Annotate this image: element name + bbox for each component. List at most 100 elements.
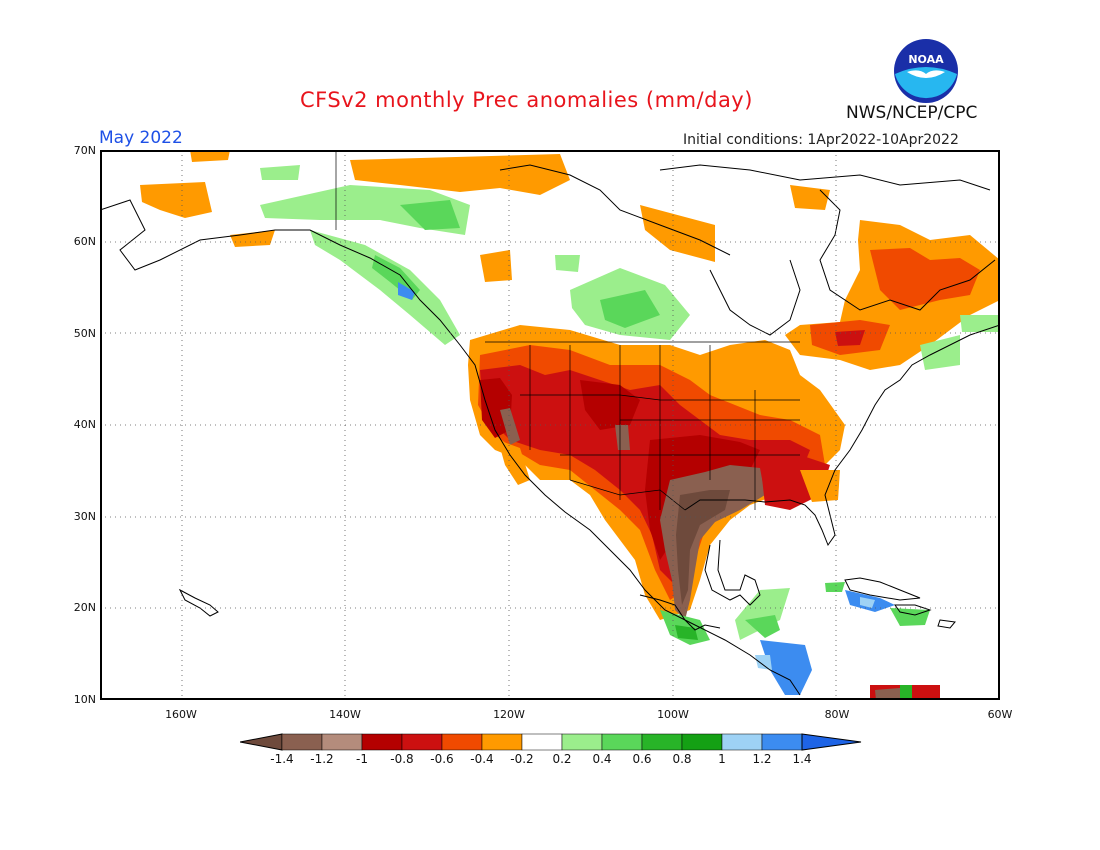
colorbar-label: -0.2 <box>510 752 534 766</box>
border-layer <box>335 150 800 511</box>
anomaly-patch <box>260 165 300 180</box>
border <box>520 394 800 456</box>
anomaly-patch <box>555 255 580 272</box>
anomaly-patch <box>140 182 212 218</box>
anomaly-patch <box>398 282 415 300</box>
anomaly-patch <box>755 655 772 670</box>
colorbar-swatch <box>481 733 523 751</box>
coastline <box>178 588 219 617</box>
coastline <box>499 164 731 256</box>
coastline <box>844 577 921 601</box>
lon-label-160w: 160W <box>165 708 197 721</box>
colorbar-label: -1 <box>356 752 368 766</box>
lon-label-140w: 140W <box>329 708 361 721</box>
colorbar-label: 1.2 <box>752 752 772 766</box>
lat-label-10n: 10N <box>73 693 96 706</box>
colorbar-swatch <box>321 733 363 751</box>
anomaly-patch <box>500 408 520 445</box>
lat-label-40n: 40N <box>73 418 96 431</box>
anomaly-patch <box>960 315 1000 332</box>
noaa-logo-icon: NOAA <box>894 39 958 103</box>
colorbar-swatch <box>681 733 723 751</box>
anomaly-patch <box>350 154 570 195</box>
coastline <box>704 539 761 606</box>
colorbar-label: 0.2 <box>552 752 572 766</box>
colorbar-label: -1.4 <box>270 752 294 766</box>
anomaly-patch <box>676 490 730 605</box>
graticule <box>100 150 1000 700</box>
lat-label-30n: 30N <box>73 510 96 523</box>
initial-conditions: Initial conditions: 1Apr2022-10Apr2022 <box>683 132 959 148</box>
anomaly-patch <box>310 230 460 345</box>
anomaly-patch <box>615 425 630 450</box>
map-title: CFSv2 monthly Prec anomalies (mm/day) <box>300 88 753 112</box>
anomaly-patch <box>825 582 845 592</box>
lon-label-80w: 80W <box>824 708 850 721</box>
lat-label-70n: 70N <box>73 144 96 157</box>
colorbar-swatch <box>641 733 683 751</box>
colorbar-arrow-low <box>240 733 283 751</box>
coastline <box>684 324 1000 547</box>
colorbar-label: -1.2 <box>310 752 334 766</box>
colorbar-swatch <box>361 733 403 751</box>
anomaly-patch <box>230 230 275 247</box>
colorbar-label: -0.4 <box>470 752 494 766</box>
anomaly-patch <box>760 640 812 695</box>
border <box>569 479 686 511</box>
anomaly-patch <box>835 330 865 346</box>
coastline <box>659 164 991 191</box>
anomaly-patch <box>920 335 960 370</box>
noaa-logo-text: NOAA <box>908 53 944 66</box>
anomaly-patch <box>675 625 698 640</box>
lat-label-20n: 20N <box>73 601 96 614</box>
coastline <box>819 189 996 311</box>
anomaly-patch <box>480 365 810 585</box>
anomaly-patch <box>580 380 640 430</box>
anomaly-patch <box>640 205 715 262</box>
forecast-month: May 2022 <box>99 128 183 148</box>
anomaly-patch <box>860 597 875 608</box>
anomaly-patch <box>600 290 660 328</box>
colorbar-label: 1.4 <box>792 752 812 766</box>
anomaly-fill-layer <box>140 150 1000 700</box>
anomaly-patch <box>900 685 912 700</box>
border <box>529 345 756 510</box>
anomaly-patch <box>400 200 460 230</box>
lat-label-50n: 50N <box>73 327 96 340</box>
coastline-layer <box>100 164 1000 696</box>
colorbar-arrow-high <box>801 733 862 751</box>
colorbar-swatch <box>281 733 323 751</box>
lat-label-60n: 60N <box>73 235 96 248</box>
colorbar-label: 0.8 <box>672 752 692 766</box>
coastline <box>100 199 801 696</box>
agency-label: NWS/NCEP/CPC <box>846 103 978 123</box>
coastline <box>709 259 801 336</box>
colorbar-swatch <box>601 733 643 751</box>
lon-label-100w: 100W <box>657 708 689 721</box>
anomaly-patch <box>790 185 830 210</box>
map-frame <box>100 150 1000 700</box>
anomaly-patch <box>870 248 980 310</box>
colorbar-swatch <box>401 733 443 751</box>
colorbar-label: -0.6 <box>430 752 454 766</box>
coastline <box>639 594 721 631</box>
lon-label-120w: 120W <box>493 708 525 721</box>
anomaly-map <box>100 150 1000 700</box>
anomaly-patch <box>190 150 230 162</box>
colorbar <box>240 733 862 751</box>
colorbar-label: 1 <box>718 752 726 766</box>
colorbar-swatch <box>721 733 763 751</box>
colorbar-swatch <box>761 733 803 751</box>
coastline <box>937 619 956 629</box>
colorbar-label: -0.8 <box>390 752 414 766</box>
anomaly-patch <box>735 588 790 640</box>
anomaly-patch <box>875 688 900 700</box>
colorbar-swatch <box>521 733 563 751</box>
anomaly-patch <box>745 615 780 638</box>
colorbar-swatch <box>561 733 603 751</box>
colorbar-label: 0.6 <box>632 752 652 766</box>
lon-label-60w: 60W <box>987 708 1013 721</box>
anomaly-patch <box>480 250 512 282</box>
anomaly-patch <box>498 440 530 485</box>
anomaly-patch <box>800 470 840 502</box>
